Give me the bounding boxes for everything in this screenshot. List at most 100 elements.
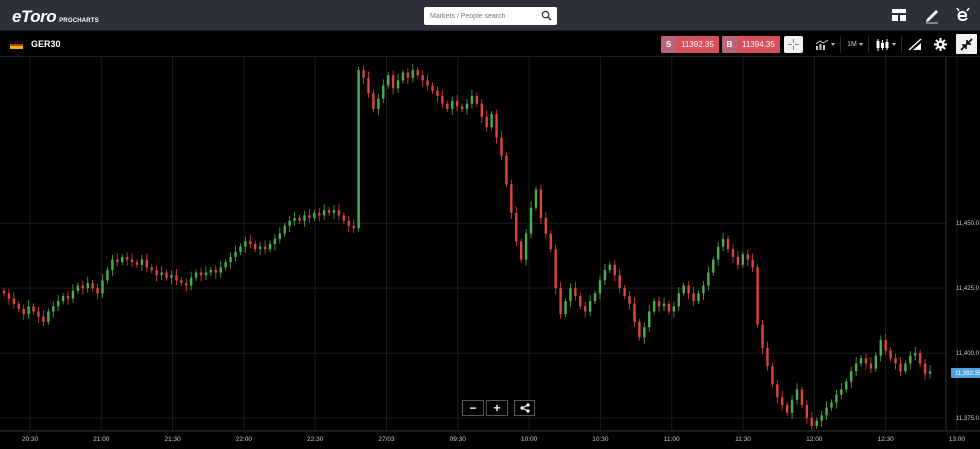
share-button[interactable]: [514, 400, 535, 416]
crosshair-icon: [788, 39, 799, 50]
candle: [869, 357, 873, 374]
candle: [475, 92, 479, 107]
candle: [66, 291, 70, 305]
candle: [175, 268, 178, 286]
candle: [914, 346, 917, 361]
candle: [795, 383, 799, 405]
candle: [864, 353, 868, 370]
sell-button[interactable]: S 11392.35: [661, 36, 719, 53]
logo-subtitle: PROCHARTS: [59, 18, 99, 24]
candle: [702, 280, 705, 300]
candle: [214, 265, 217, 279]
candle: [510, 179, 513, 220]
candle: [746, 249, 749, 266]
candle: [239, 243, 242, 255]
candles: [2, 63, 932, 431]
candle: [515, 206, 518, 247]
x-tick-label: 21:00: [93, 436, 110, 443]
chart-type-selector[interactable]: [871, 36, 899, 53]
candle: [603, 263, 607, 286]
candle: [776, 379, 779, 404]
candle: [918, 349, 922, 367]
candle: [52, 301, 55, 318]
candle: [391, 70, 395, 95]
instrument-symbol[interactable]: GER30: [31, 39, 61, 49]
candle: [426, 74, 429, 91]
drawing-tools-icon: [908, 38, 921, 51]
candle: [263, 240, 267, 254]
chart-toolbar: GER30 S 11392.35 B 11394.35 1M: [0, 31, 980, 57]
x-tick-label: 10:00: [521, 436, 538, 443]
candle: [889, 347, 892, 362]
zoom-in-button[interactable]: +: [486, 400, 508, 416]
candle: [633, 297, 636, 327]
buy-button[interactable]: B 11394.35: [722, 36, 780, 53]
x-tick-label: 09:30: [450, 436, 467, 443]
y-tick-label: 11,425.0: [956, 286, 980, 292]
candle: [717, 241, 720, 266]
x-tick-label: 11:30: [735, 436, 751, 443]
candle: [278, 227, 282, 244]
candle: [411, 63, 415, 83]
candle: [662, 297, 666, 312]
x-tick-label: 12:00: [806, 436, 823, 443]
candle: [234, 245, 237, 262]
candle: [135, 259, 139, 268]
candle: [593, 290, 597, 305]
candle: [707, 266, 710, 291]
candle: [879, 335, 882, 362]
candle: [91, 279, 94, 292]
settings-button[interactable]: [931, 36, 950, 53]
candle: [845, 378, 848, 393]
search-box: [424, 7, 557, 25]
candlestick-chart[interactable]: 20:30 21:00 21:30 22:00 22:30 27/03 09:30 10:00…: [0, 57, 980, 449]
candle: [347, 215, 350, 233]
candle: [495, 109, 498, 144]
candle: [86, 276, 89, 293]
candle: [692, 287, 695, 306]
zoom-in-label: +: [493, 401, 501, 415]
x-tick-label: 10:30: [592, 436, 609, 443]
price-chart[interactable]: 20:30 21:00 21:30 22:00 22:30 27/03 09:30 10:00…: [0, 57, 980, 449]
candle: [884, 333, 887, 356]
candle: [736, 250, 740, 270]
candle: [741, 251, 745, 268]
candle: [923, 358, 927, 381]
candle: [830, 399, 833, 411]
candle: [61, 292, 65, 305]
x-tick-label: 22:30: [307, 436, 324, 443]
compare-chart-icon: [815, 39, 829, 50]
candle: [751, 253, 754, 273]
candle: [111, 254, 114, 277]
drawing-tools-button[interactable]: [905, 36, 924, 53]
candle: [899, 357, 902, 376]
x-tick-label: 22:00: [236, 436, 253, 443]
candle: [386, 72, 390, 89]
candle: [76, 282, 80, 294]
pencil-icon[interactable]: [923, 6, 941, 24]
candle: [268, 240, 272, 253]
layout-icon[interactable]: [890, 6, 908, 24]
search-input[interactable]: [430, 12, 542, 20]
x-tick-label: 12:30: [877, 436, 894, 443]
candle: [199, 267, 203, 282]
candle: [42, 310, 45, 327]
x-tick-label: 27/03: [378, 436, 395, 443]
candle: [815, 417, 818, 429]
timeframe-selector[interactable]: 1M: [843, 36, 867, 53]
etoro-profile-icon[interactable]: [954, 6, 972, 24]
candle: [140, 254, 144, 272]
gear-icon: [934, 38, 947, 51]
search-icon[interactable]: [541, 10, 552, 21]
candle: [549, 230, 552, 253]
minimize-chart-button[interactable]: [956, 34, 977, 54]
y-tick-label: 11,400.0: [956, 351, 980, 357]
compare-button[interactable]: [812, 36, 838, 53]
zoom-out-button[interactable]: −: [462, 400, 484, 416]
candle: [7, 288, 11, 305]
candle: [854, 357, 858, 376]
etoro-logo[interactable]: eToro PROCHARTS: [12, 6, 99, 26]
candle: [204, 266, 208, 280]
crosshair-button[interactable]: [784, 36, 803, 53]
candle: [618, 268, 621, 293]
